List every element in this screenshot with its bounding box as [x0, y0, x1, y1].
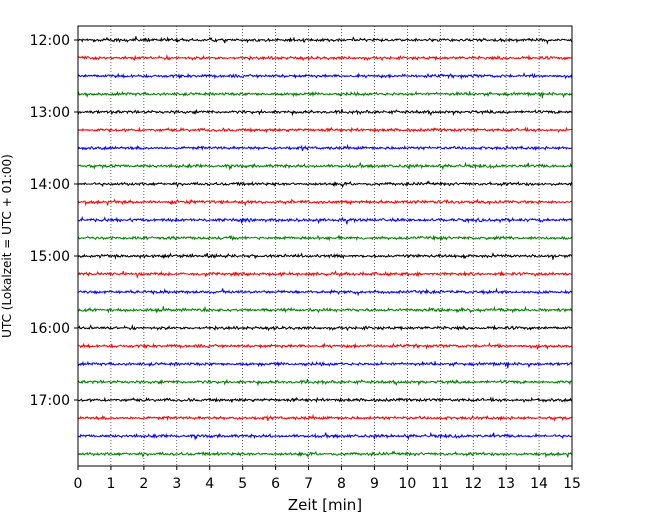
y-tick-label: 12:00: [30, 33, 70, 49]
x-tick-label: 9: [370, 476, 379, 492]
trace-line: [77, 324, 573, 332]
y-tick-label: 14:00: [30, 177, 70, 193]
vertical-grid: [110, 26, 540, 466]
x-axis-label: Zeit [min]: [288, 496, 362, 514]
trace-line: [77, 108, 573, 117]
trace-line: [77, 198, 573, 207]
x-axis-ticks: 0 1 2 3 4 5 6 7 8 9 10 11 12 13 14 15: [74, 466, 581, 492]
x-tick-label: 8: [337, 476, 346, 492]
trace-line: [77, 431, 573, 441]
trace-line: [77, 161, 573, 171]
trace-line: [77, 143, 573, 152]
trace-line: [77, 360, 573, 369]
x-tick-label: 14: [530, 476, 548, 492]
trace-line: [77, 126, 573, 134]
trace-line: [77, 396, 573, 404]
plot-frame: [77, 25, 573, 467]
trace-line: [77, 72, 573, 80]
trace-line: [77, 450, 573, 459]
trace-line: [77, 342, 573, 351]
x-tick-label: 1: [106, 476, 115, 492]
x-tick-label: 4: [205, 476, 214, 492]
trace-line: [77, 305, 573, 314]
seismic-traces: [77, 36, 573, 459]
y-tick-label: 15:00: [30, 249, 70, 265]
x-tick-label: 6: [271, 476, 280, 492]
trace-line: [77, 378, 573, 387]
y-tick-label: 16:00: [30, 321, 70, 337]
x-tick-label: 0: [74, 476, 83, 492]
x-tick-label: 15: [563, 476, 581, 492]
trace-line: [77, 54, 573, 62]
trace-line: [77, 215, 573, 225]
trace-line: [77, 251, 573, 261]
x-tick-label: 2: [139, 476, 148, 492]
y-axis-label: UTC (Lokalzeit = UTC + 01:00): [0, 154, 14, 338]
y-axis-ticks: 12:00 13:00 14:00 15:00 16:00 17:00: [30, 33, 78, 409]
trace-line: [77, 234, 573, 242]
x-tick-label: 10: [398, 476, 416, 492]
x-tick-label: 12: [464, 476, 482, 492]
trace-line: [77, 287, 573, 297]
trace-line: [77, 413, 573, 422]
x-tick-label: 7: [304, 476, 313, 492]
trace-line: [77, 270, 573, 279]
y-tick-label: 17:00: [30, 393, 70, 409]
y-tick-label: 13:00: [30, 105, 70, 121]
x-tick-label: 5: [238, 476, 247, 492]
trace-line: [77, 90, 573, 99]
x-tick-label: 13: [497, 476, 515, 492]
trace-line: [77, 36, 573, 45]
trace-line: [77, 180, 573, 189]
x-tick-label: 3: [172, 476, 181, 492]
x-tick-label: 11: [431, 476, 449, 492]
